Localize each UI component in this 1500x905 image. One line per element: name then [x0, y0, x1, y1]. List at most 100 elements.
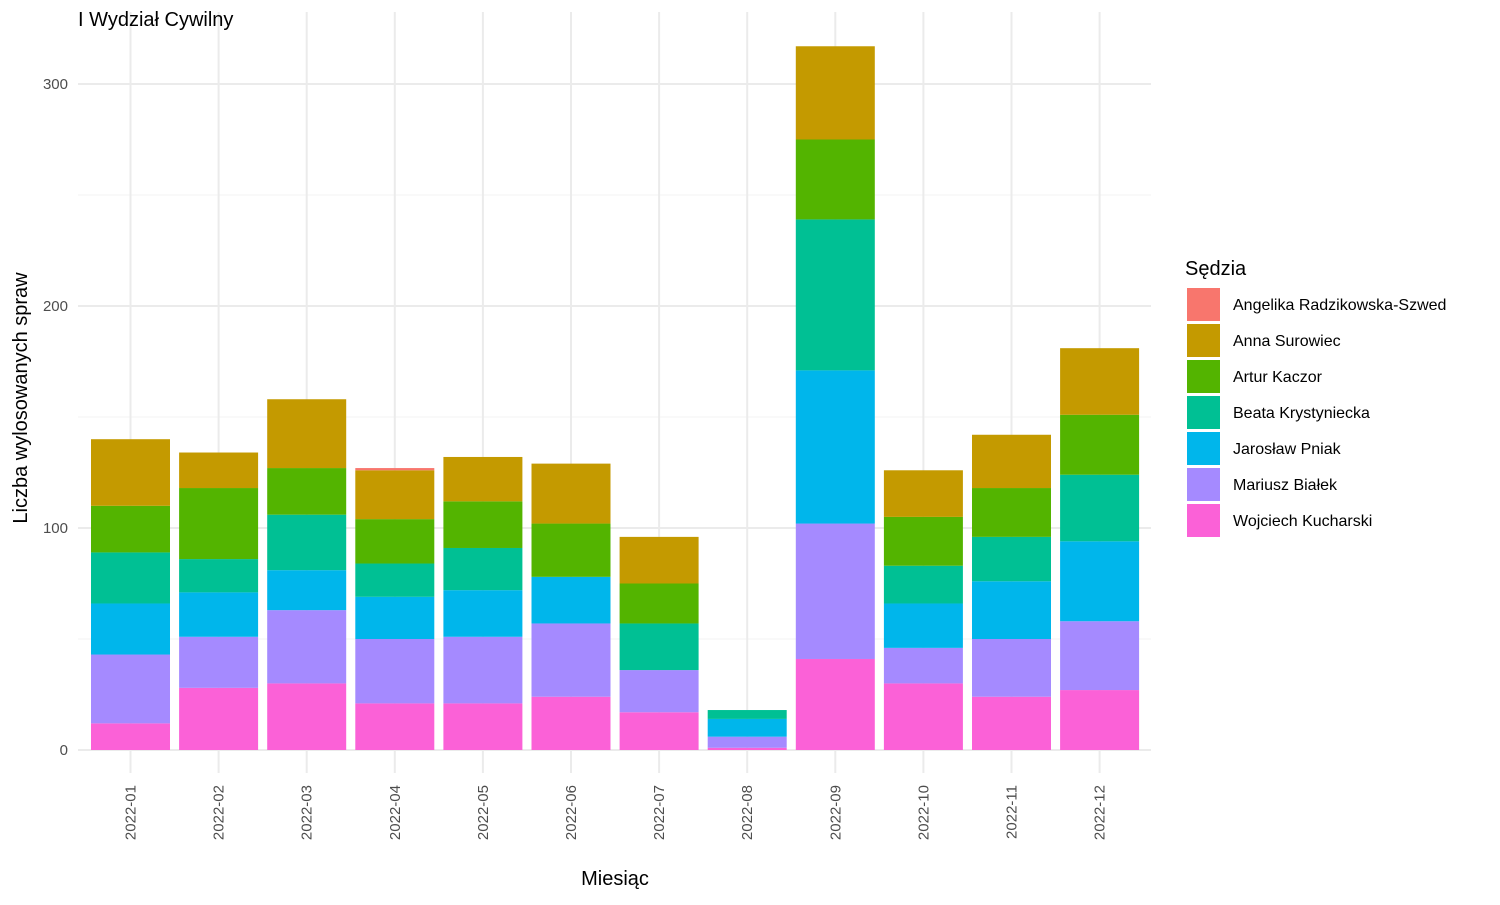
bar-segment — [91, 654, 170, 724]
legend-title: Sędzia — [1185, 258, 1247, 280]
bar-segment — [619, 623, 699, 671]
bar-segment — [443, 501, 523, 548]
bar-segment — [91, 723, 170, 750]
bar-segment — [619, 670, 699, 713]
legend-label: Jarosław Pniak — [1233, 441, 1342, 458]
bar-segment — [179, 687, 259, 750]
bar-segment — [443, 703, 523, 750]
legend-key — [1187, 288, 1220, 321]
x-tick-label: 2022-10 — [915, 785, 932, 840]
bar-segment — [531, 576, 611, 624]
bar-segment — [179, 636, 259, 688]
legend-key — [1187, 432, 1220, 465]
bar-segment — [443, 590, 523, 637]
legend-key — [1187, 396, 1220, 429]
bar-segment — [972, 696, 1051, 750]
bar-segment — [883, 516, 963, 566]
bar-segment — [91, 603, 170, 655]
bar-segment — [883, 603, 963, 648]
bar-segment — [883, 565, 963, 604]
legend-items: Angelika Radzikowska-Szwed Anna Surowiec A… — [1187, 288, 1446, 537]
bar-segment — [883, 647, 963, 684]
bar-segment — [883, 470, 963, 517]
bar-segment — [267, 468, 347, 515]
legend-key — [1187, 324, 1220, 357]
bar-segment — [795, 658, 875, 750]
bar-segment — [795, 219, 875, 371]
bar-segment — [795, 46, 875, 140]
bar-segment — [91, 439, 170, 506]
bar-segment — [267, 610, 347, 684]
x-tick-label: 2022-11 — [1004, 785, 1021, 839]
bar-segment — [1060, 541, 1140, 622]
x-tick-label: 2022-05 — [475, 785, 492, 840]
legend-label: Anna Surowiec — [1233, 333, 1341, 350]
bar-segment — [531, 523, 611, 577]
bar-segment — [972, 581, 1051, 639]
bar-segment — [883, 683, 963, 750]
x-axis-title: Miesiąc — [581, 868, 649, 890]
bar-segment — [267, 570, 347, 611]
bar-segment — [795, 523, 875, 659]
bar-segment — [355, 596, 435, 639]
x-tick-labels: 2022-01 2022-02 2022-03 2022-04 2022-05 2022-… — [123, 785, 1109, 840]
legend-label: Wojciech Kucharski — [1233, 513, 1372, 530]
bar-segment — [531, 696, 611, 750]
bar-segment — [355, 468, 435, 471]
x-tick-label: 2022-06 — [563, 785, 580, 840]
bar-segment — [267, 399, 347, 469]
bar-segment — [355, 563, 435, 597]
x-tick-label: 2022-01 — [123, 785, 140, 840]
y-tick-labels: 0 100 200 300 — [43, 76, 68, 759]
legend-label: Angelika Radzikowska-Szwed — [1233, 297, 1446, 314]
bar-segment — [795, 139, 875, 220]
bar-segment — [972, 434, 1051, 489]
x-tick-label: 2022-07 — [651, 785, 668, 840]
bar-segment — [1060, 474, 1140, 542]
bar-segment — [619, 712, 699, 750]
x-tick-label: 2022-02 — [211, 785, 228, 840]
y-tick-label: 200 — [43, 298, 68, 315]
bar-segment — [707, 710, 787, 719]
bar-segment — [355, 519, 435, 564]
bar-segment — [1060, 348, 1140, 415]
bar-segment — [1060, 690, 1140, 750]
bar-segment — [179, 452, 259, 489]
bar-segment — [267, 683, 347, 750]
bar-segment — [531, 463, 611, 524]
bar-segment — [619, 583, 699, 624]
bar-segment — [443, 636, 523, 704]
bar-segment — [91, 505, 170, 553]
bar-segment — [972, 536, 1051, 582]
bar-segment — [179, 488, 259, 560]
legend-label: Beata Krystyniecka — [1233, 405, 1370, 422]
x-tick-label: 2022-09 — [827, 785, 844, 840]
bar-segment — [1060, 414, 1140, 475]
bar-segment — [707, 747, 787, 750]
y-tick-label: 100 — [43, 520, 68, 537]
bar-segment — [355, 470, 435, 520]
bar-segment — [179, 559, 259, 593]
y-tick-label: 0 — [60, 742, 68, 759]
x-tick-label: 2022-03 — [299, 785, 316, 840]
legend-key — [1187, 360, 1220, 393]
bar-segment — [91, 552, 170, 604]
bar-segment — [707, 718, 787, 737]
bar-segment — [707, 736, 787, 748]
bar-segment — [443, 456, 523, 502]
legend-label: Mariusz Białek — [1233, 477, 1338, 494]
bar-segment — [443, 547, 523, 591]
x-tick-label: 2022-08 — [739, 785, 756, 840]
legend-label: Artur Kaczor — [1233, 369, 1323, 386]
bar-segment — [531, 623, 611, 697]
x-tick-label: 2022-12 — [1092, 785, 1109, 840]
bar-segment — [1060, 621, 1140, 691]
bar-segment — [972, 639, 1051, 697]
bar-segment — [267, 514, 347, 571]
legend: Sędzia Angelika Radzikowska-Szwed Anna Su… — [1185, 258, 1446, 537]
bar-segment — [619, 536, 699, 584]
bar-layer — [91, 46, 1140, 750]
legend-key — [1187, 504, 1220, 537]
